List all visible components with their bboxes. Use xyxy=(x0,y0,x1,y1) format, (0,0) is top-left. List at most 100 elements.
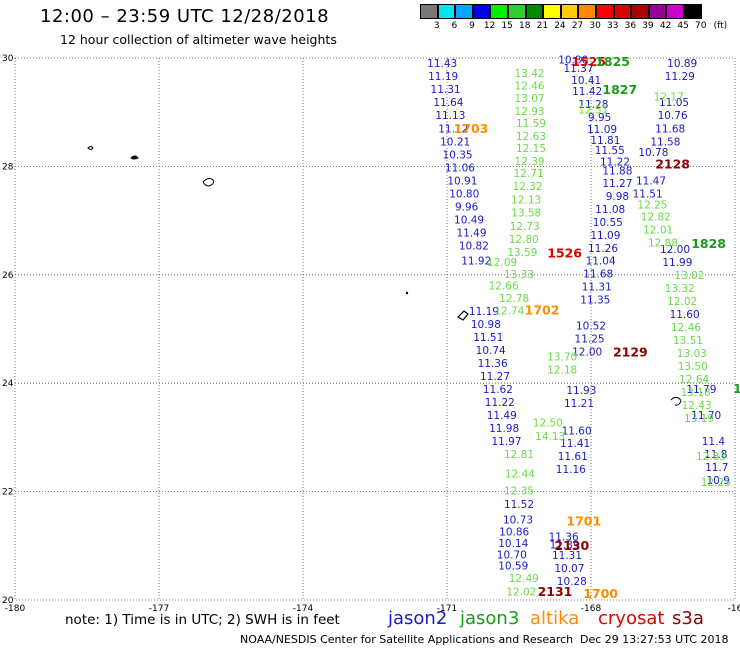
swh-value: 13.19 xyxy=(684,413,714,425)
swh-value: 12.51 xyxy=(578,104,608,116)
lon-tick-label: -16 xyxy=(728,604,740,614)
swh-value: 14.13 xyxy=(535,431,565,443)
swh-value: 12.80 xyxy=(509,234,539,246)
swh-value: 11.06 xyxy=(445,162,475,174)
legend-jason2: jason2 xyxy=(388,608,448,629)
swh-value: 13.70 xyxy=(547,351,577,363)
pass-time-label: 1828 xyxy=(691,236,726,251)
scale-swatch xyxy=(455,4,473,19)
pass-time-label: 1700 xyxy=(583,586,618,601)
map-subtitle: 12 hour collection of altimeter wave hei… xyxy=(60,32,337,47)
scale-label: 30 xyxy=(589,21,601,31)
pass-time-label: 1 xyxy=(733,381,740,396)
swh-value: 11.64 xyxy=(433,97,463,109)
swh-value: 11.49 xyxy=(487,410,517,422)
swh-value: 10.73 xyxy=(503,515,533,527)
swh-value: 13.59 xyxy=(507,247,537,259)
swh-value: 10.59 xyxy=(498,561,528,573)
scale-swatch xyxy=(525,4,544,19)
swh-value: 13.07 xyxy=(515,93,545,105)
legend-altika: altika xyxy=(530,608,580,629)
island-midway xyxy=(130,155,139,160)
swh-value: 10.80 xyxy=(558,54,588,66)
scale-label: 15 xyxy=(501,21,513,31)
swh-value: 12.35 xyxy=(504,485,534,497)
lat-lon-grid xyxy=(14,57,736,601)
scale-swatch xyxy=(508,4,526,19)
swh-value: 12.64 xyxy=(679,374,709,386)
swh-value: 10.98 xyxy=(471,319,501,331)
scale-label: 21 xyxy=(536,21,549,31)
swh-value: 10.52 xyxy=(576,321,606,333)
scale-label: 18 xyxy=(519,21,531,31)
scale-swatch xyxy=(648,4,667,19)
track-jason3: 13.4212.4613.0712.9311.5912.6312.1512.39… xyxy=(487,68,577,599)
swh-value: 11.51 xyxy=(633,188,663,200)
swh-value: 11.4 xyxy=(702,436,726,448)
swh-value: 11.04 xyxy=(586,256,616,268)
swh-value: 12.01 xyxy=(643,225,673,237)
swh-value: 11.43 xyxy=(427,58,457,70)
swh-value: 12.46 xyxy=(515,80,545,92)
swh-value: 11.97 xyxy=(491,436,521,448)
swh-value: 11.22 xyxy=(485,397,515,409)
swh-value: 11.61 xyxy=(558,451,588,463)
island-lisianski xyxy=(405,291,409,295)
swh-value: 12.25 xyxy=(637,200,667,212)
swh-value: 12.49 xyxy=(509,573,539,585)
swh-value: 11.42 xyxy=(572,86,602,98)
swh-value: 12.44 xyxy=(505,469,535,481)
swh-value: 11.60 xyxy=(562,426,592,438)
swh-value: 12.00 xyxy=(572,347,602,359)
track-jason2: 10.8011.3710.4111.4211.289.9511.0911.811… xyxy=(549,54,633,587)
swh-value: 12.63 xyxy=(516,131,546,143)
swh-value: 13.58 xyxy=(511,207,541,219)
swh-value: 11.05 xyxy=(659,97,689,109)
swh-value: 11.55 xyxy=(595,145,625,157)
scale-swatch xyxy=(490,4,508,19)
swh-value: 11.88 xyxy=(602,166,632,178)
legend-s3a: s3a xyxy=(672,608,704,629)
swh-value: 10.89 xyxy=(667,58,697,70)
swh-value: 10.86 xyxy=(499,527,529,539)
swh-value: 12.32 xyxy=(513,181,543,193)
swh-value: 10.78 xyxy=(638,147,668,159)
swh-value: 11.49 xyxy=(456,227,486,239)
swh-value: 10.49 xyxy=(454,214,484,226)
swh-tracks: 11.4311.1911.3111.6411.1311.1210.2110.35… xyxy=(427,54,731,598)
pass-time-label: 2128 xyxy=(655,157,690,172)
pass-time-label: 1703 xyxy=(454,121,489,136)
track-jason3: 12.1712.5112.2512.8212.0112.8813.0213.32… xyxy=(578,91,730,489)
swh-value: 11.09 xyxy=(587,124,617,136)
swh-value: 10.41 xyxy=(571,75,601,87)
swh-value: 12.02 xyxy=(667,296,697,308)
scale-label: 39 xyxy=(642,21,654,31)
scale-swatch xyxy=(472,4,491,19)
scale-label: 33 xyxy=(607,21,619,31)
island-pearl-hermes xyxy=(202,177,214,187)
lat-tick-label: 28 xyxy=(2,162,14,172)
swh-value: 12.50 xyxy=(533,418,563,430)
swh-value: 11.13 xyxy=(435,110,465,122)
scale-label: 12 xyxy=(483,21,496,31)
swh-value: 13.32 xyxy=(665,283,695,295)
swh-value: 11.47 xyxy=(636,175,666,187)
swh-value: 11.8 xyxy=(704,449,727,461)
swh-value: 11.68 xyxy=(655,123,685,135)
credit-line: NOAA/NESDIS Center for Satellite Applica… xyxy=(240,633,574,646)
scale-swatch xyxy=(684,4,702,19)
swh-value: 11.09 xyxy=(590,230,620,242)
lat-tick-label: 20 xyxy=(2,596,14,606)
scale-label: 24 xyxy=(554,21,566,31)
swh-value: 12.15 xyxy=(516,143,546,155)
swh-value: 11.22 xyxy=(600,156,630,168)
footnote: note: 1) Time is in UTC; 2) SWH is in fe… xyxy=(65,612,340,628)
swh-value: 12.02 xyxy=(506,587,536,599)
lat-tick-label: 22 xyxy=(2,488,13,498)
swh-value: 10.35 xyxy=(443,149,473,161)
scale-label: 36 xyxy=(624,21,637,31)
swh-value: 12.82 xyxy=(641,212,671,224)
scale-label: 6 xyxy=(451,21,458,31)
